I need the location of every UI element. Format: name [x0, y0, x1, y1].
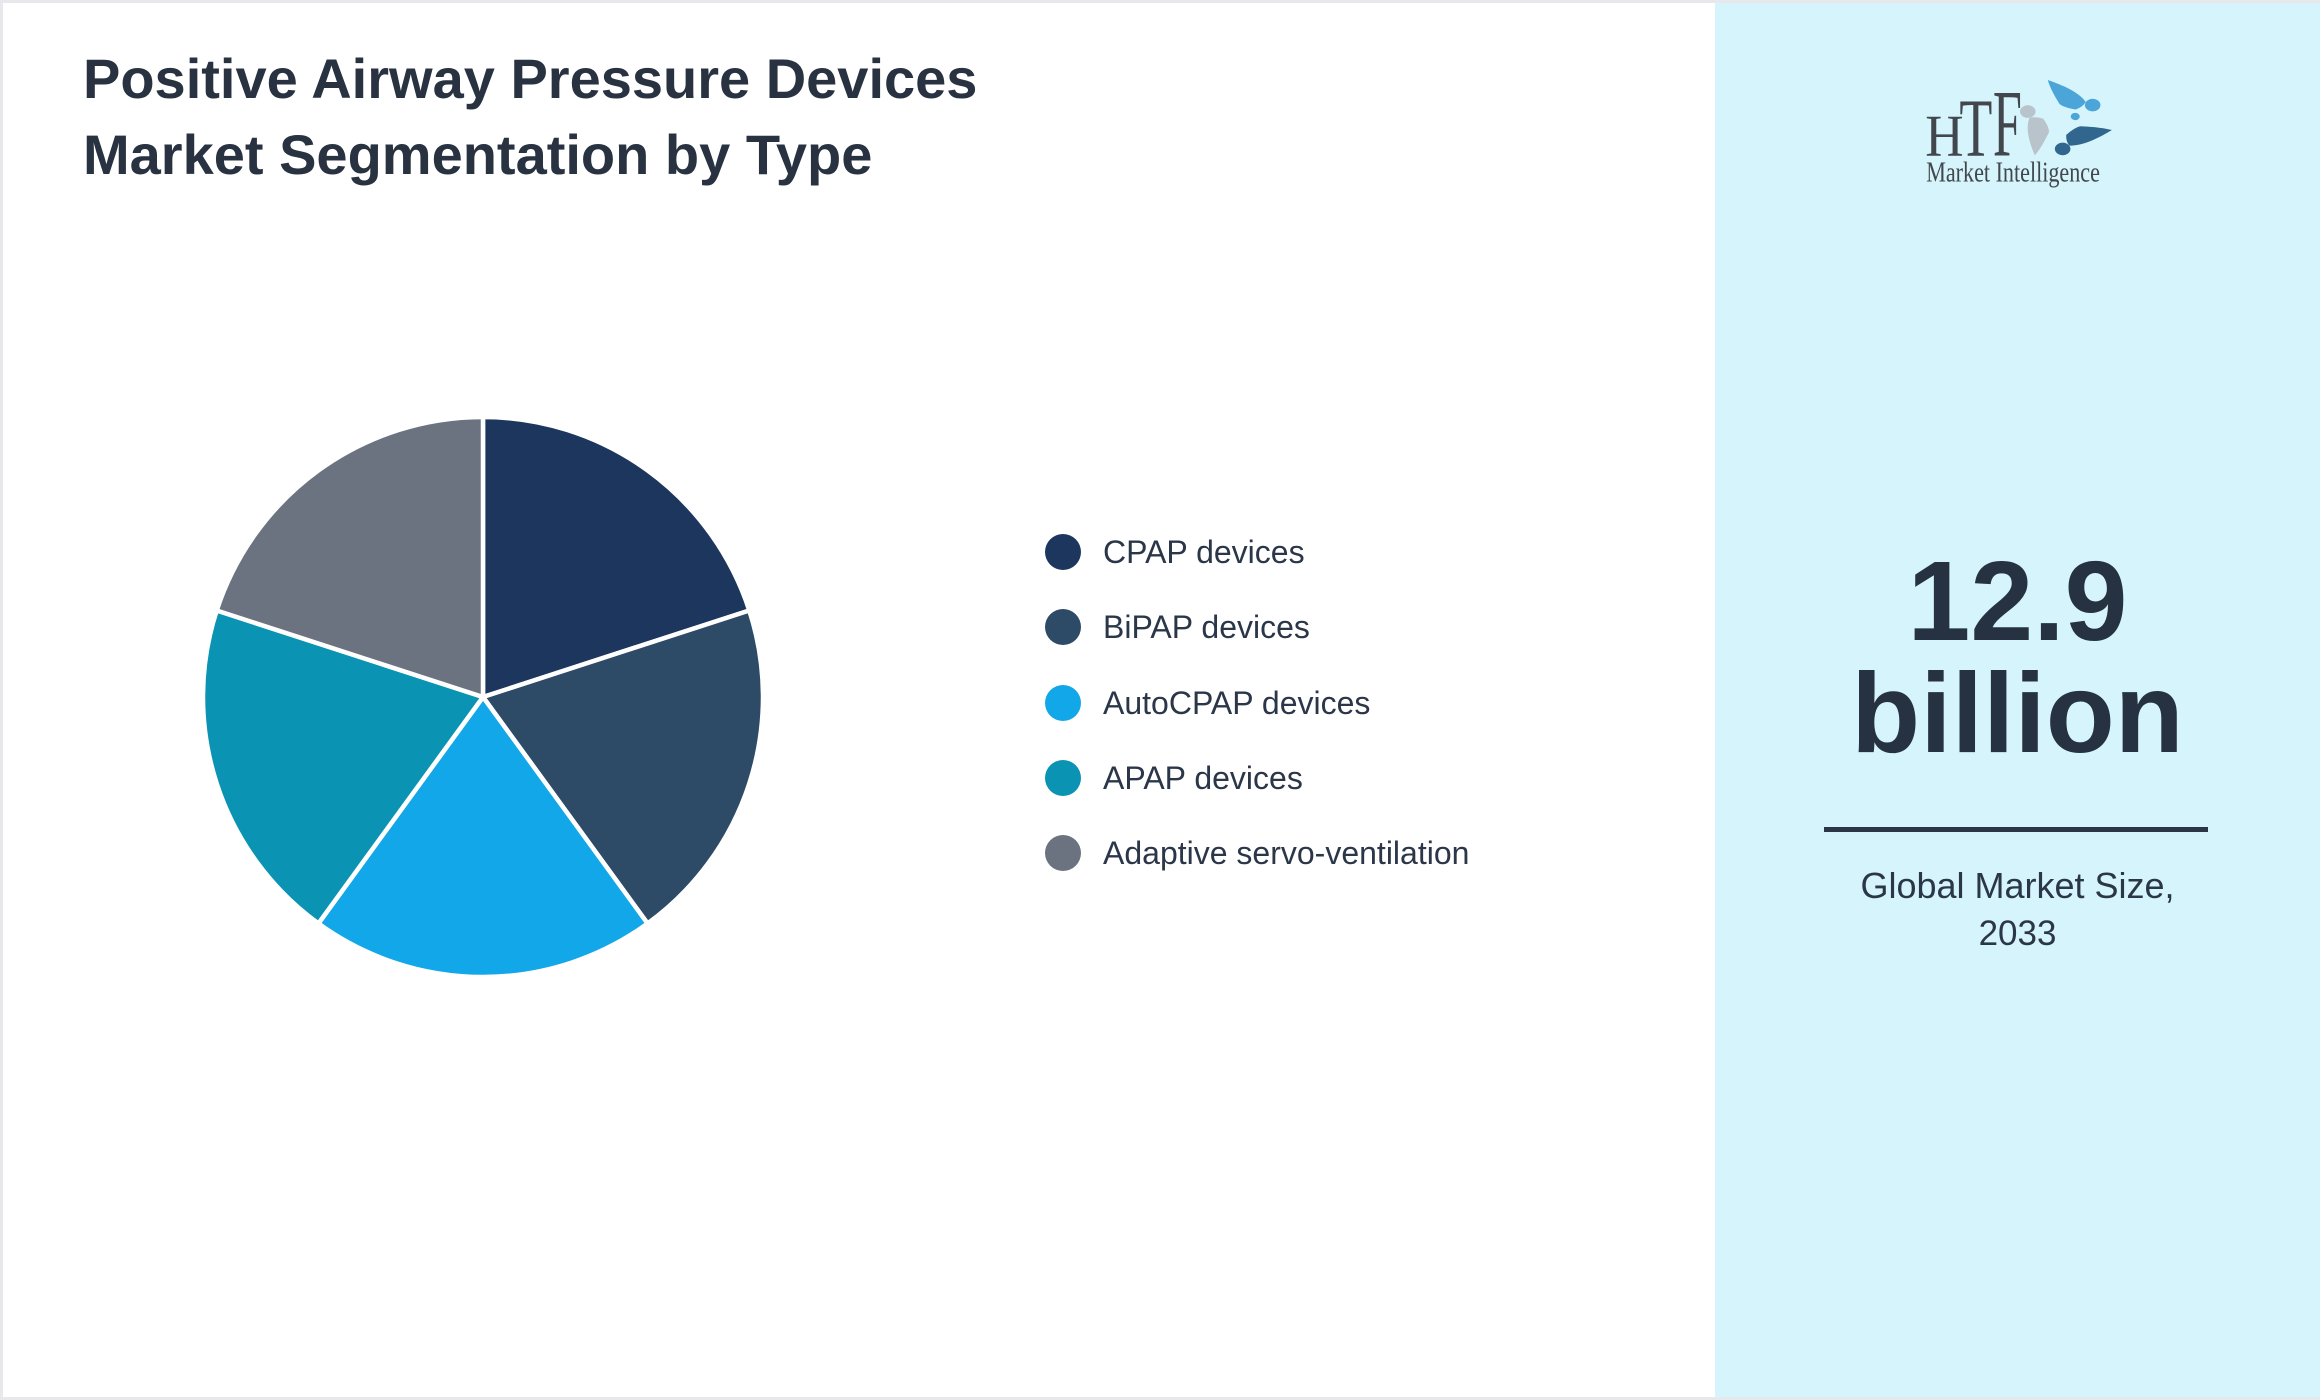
- svg-text:H: H: [1925, 104, 1963, 169]
- svg-text:Market Intelligence: Market Intelligence: [1926, 158, 2100, 188]
- svg-text:F: F: [1993, 73, 2022, 177]
- svg-text:T: T: [1959, 83, 1992, 174]
